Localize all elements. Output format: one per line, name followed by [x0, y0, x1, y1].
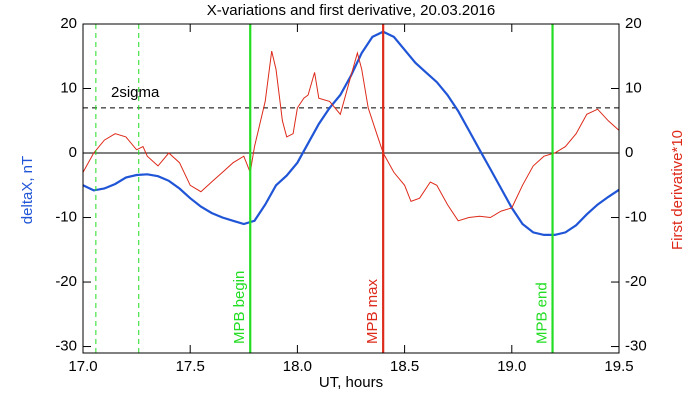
y-tick-label: -30: [55, 338, 77, 355]
y-axis-label: deltaX, nT: [19, 156, 36, 224]
event-label: MPB begin: [231, 271, 248, 344]
event-label: MPB end: [534, 282, 551, 344]
y2-tick-label: 10: [625, 79, 642, 96]
x-tick-label: 19.5: [604, 358, 633, 375]
y2-tick-label: -10: [625, 208, 647, 225]
plot-frame: [82, 23, 620, 354]
x-tick-label: 18.0: [283, 358, 312, 375]
reference-label: 2sigma: [111, 84, 160, 101]
y-tick-label: -20: [55, 273, 77, 290]
event-label: MPB max: [364, 278, 381, 344]
y-tick-label: 0: [69, 144, 77, 161]
y2-tick-label: -20: [625, 273, 647, 290]
x-tick-label: 17.5: [176, 358, 205, 375]
x-tick-label: 17.0: [68, 358, 97, 375]
x-tick-label: 19.0: [497, 358, 526, 375]
y2-axis-label: First derivative*10: [669, 130, 686, 250]
y2-tick-label: -30: [625, 338, 647, 355]
data-line: [82, 50, 620, 222]
x-tick-label: 18.5: [390, 358, 419, 375]
x-axis-label: UT, hours: [319, 374, 383, 391]
y2-tick-label: 20: [625, 15, 642, 32]
y-tick-label: 10: [60, 79, 77, 96]
chart-title: X-variations and first derivative, 20.03…: [207, 2, 496, 19]
y2-tick-label: 0: [625, 144, 633, 161]
y-tick-label: -10: [55, 208, 77, 225]
y-tick-label: 20: [60, 15, 77, 32]
